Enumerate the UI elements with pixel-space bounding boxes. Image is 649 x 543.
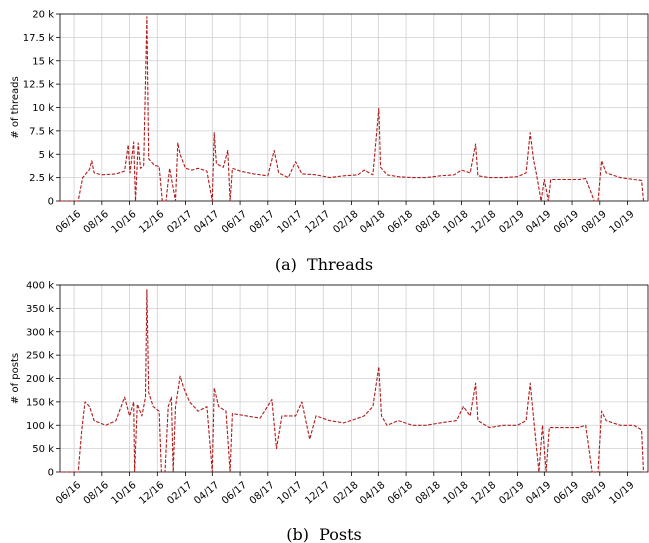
x-tick-label: 06/18 — [386, 480, 415, 507]
x-tick-label: 04/17 — [192, 209, 221, 236]
y-tick-label: 350 k — [26, 304, 54, 315]
chart-panel-2: 0 50 k 100 k 150 k 200 k 250 k 300 k 350 k 400 k… — [10, 281, 649, 543]
chart-panel-1: 0 2.5 k 5 k 7.5 k 10 k 12.5 k 15 k 17.5 k 20 k 06… — [10, 10, 649, 274]
x-tick-label: 02/19 — [497, 209, 526, 236]
y-tick-label: 0 — [48, 468, 54, 479]
y-tick-label: 17.5 k — [23, 33, 54, 44]
x-tick-label: 10/19 — [607, 209, 636, 236]
y-tick-label: 2.5 k — [29, 173, 54, 184]
y-tick-label: 200 k — [26, 374, 54, 385]
x-tick-label: 08/19 — [580, 480, 609, 507]
x-tick-label: 10/18 — [441, 480, 470, 507]
x-tick-label: 08/19 — [580, 209, 609, 236]
x-tick-label: 04/19 — [524, 209, 553, 236]
series-line — [60, 289, 648, 473]
y-tick-label: 7.5 k — [29, 126, 54, 137]
y-tick-label: 250 k — [26, 351, 54, 362]
series-line — [60, 16, 648, 202]
x-tick-label: 02/19 — [497, 480, 526, 507]
y-tick-label: 50 k — [32, 444, 54, 455]
x-tick-label: 10/17 — [275, 480, 304, 507]
plot-frame — [59, 284, 649, 473]
y-tick-label: 12.5 k — [23, 80, 54, 91]
figure-caption: (b) Posts — [286, 525, 362, 543]
y-tick-label: 15 k — [32, 56, 54, 67]
x-tick-label: 08/16 — [82, 480, 111, 507]
x-tick-label: 10/19 — [607, 480, 636, 507]
x-tick-label: 08/17 — [248, 209, 277, 236]
x-tick-label: 12/16 — [137, 209, 166, 236]
figure-caption: (a) Threads — [275, 255, 373, 274]
x-tick-label: 06/17 — [220, 209, 249, 236]
x-tick-label: 12/16 — [137, 480, 166, 507]
x-tick-label: 06/19 — [552, 480, 581, 507]
x-tick-label: 02/18 — [331, 480, 360, 507]
y-tick-label: 100 k — [26, 421, 54, 432]
x-tick-label: 06/18 — [386, 209, 415, 236]
x-tick-label: 10/16 — [109, 480, 138, 507]
y-tick-label: 10 k — [32, 103, 54, 114]
x-tick-label: 10/18 — [441, 209, 470, 236]
x-tick-label: 04/18 — [358, 480, 387, 507]
plot-frame — [59, 13, 649, 202]
x-tick-label: 10/17 — [275, 209, 304, 236]
x-tick-label: 08/16 — [82, 209, 111, 236]
x-tick-label: 06/19 — [552, 209, 581, 236]
y-tick-label: 400 k — [26, 281, 54, 292]
x-tick-label: 02/17 — [165, 480, 194, 507]
x-tick-label: 08/17 — [248, 480, 277, 507]
y-tick-label: 20 k — [32, 10, 54, 21]
x-tick-label: 10/16 — [109, 209, 138, 236]
x-tick-label: 04/18 — [358, 209, 387, 236]
x-tick-label: 02/18 — [331, 209, 360, 236]
x-tick-label: 12/18 — [469, 480, 498, 507]
y-tick-label: 150 k — [26, 397, 54, 408]
x-tick-label: 02/17 — [165, 209, 194, 236]
x-tick-label: 04/17 — [192, 480, 221, 507]
y-tick-label: 5 k — [39, 150, 55, 161]
x-tick-label: 12/17 — [303, 209, 332, 236]
y-axis-label: # of threads — [10, 76, 21, 138]
x-tick-label: 06/16 — [54, 209, 83, 236]
x-tick-label: 12/17 — [303, 480, 332, 507]
y-tick-label: 300 k — [26, 327, 54, 338]
y-axis-label: # of posts — [10, 353, 21, 404]
y-tick-label: 0 — [48, 197, 54, 208]
x-tick-label: 08/18 — [414, 480, 443, 507]
x-tick-label: 06/17 — [220, 480, 249, 507]
x-tick-label: 04/19 — [524, 480, 553, 507]
x-tick-label: 08/18 — [414, 209, 443, 236]
x-tick-label: 12/18 — [469, 209, 498, 236]
x-tick-label: 06/16 — [54, 480, 83, 507]
